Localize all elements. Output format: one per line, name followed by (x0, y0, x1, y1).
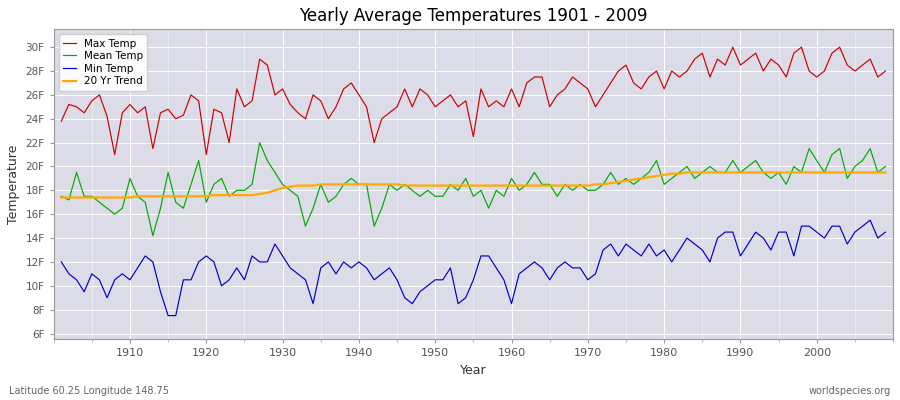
Line: 20 Yr Trend: 20 Yr Trend (61, 172, 886, 198)
Max Temp (880, 69, 891, 74)
Text: Latitude 60.25 Longitude 148.75: Latitude 60.25 Longitude 148.75 (9, 386, 169, 396)
Min Temp (117, 272, 128, 276)
Mean Temp (300, 224, 310, 228)
Mean Temp (521, 182, 532, 187)
Mean Temp (514, 188, 525, 193)
Max Temp (606, 80, 616, 85)
Title: Yearly Average Temperatures 1901 - 2009: Yearly Average Temperatures 1901 - 2009 (299, 7, 648, 25)
Min Temp (514, 272, 525, 276)
Mean Temp (148, 233, 158, 238)
Min Temp (506, 301, 517, 306)
Mean Temp (117, 206, 128, 211)
Max Temp (56, 119, 67, 124)
20 Yr Trend (284, 184, 295, 189)
20 Yr Trend (598, 182, 608, 187)
Max Temp (506, 86, 517, 91)
Mean Temp (880, 164, 891, 169)
Max Temp (727, 45, 738, 50)
Y-axis label: Temperature: Temperature (7, 145, 20, 224)
Mean Temp (56, 194, 67, 199)
20 Yr Trend (880, 170, 891, 175)
Min Temp (606, 242, 616, 246)
Line: Max Temp: Max Temp (61, 47, 886, 154)
Max Temp (292, 110, 303, 115)
Max Temp (109, 152, 120, 157)
Min Temp (56, 260, 67, 264)
Line: Min Temp: Min Temp (61, 220, 886, 316)
20 Yr Trend (506, 183, 517, 188)
Max Temp (124, 102, 135, 107)
Text: worldspecies.org: worldspecies.org (809, 386, 891, 396)
Min Temp (338, 260, 349, 264)
Min Temp (292, 272, 303, 276)
Legend: Max Temp, Mean Temp, Min Temp, 20 Yr Trend: Max Temp, Mean Temp, Min Temp, 20 Yr Tre… (58, 34, 148, 91)
20 Yr Trend (681, 170, 692, 175)
Min Temp (880, 230, 891, 234)
Min Temp (163, 313, 174, 318)
Mean Temp (255, 140, 266, 145)
X-axis label: Year: Year (460, 364, 487, 377)
Mean Temp (613, 182, 624, 187)
Min Temp (865, 218, 876, 222)
Max Temp (514, 104, 525, 109)
20 Yr Trend (56, 195, 67, 200)
Line: Mean Temp: Mean Temp (61, 143, 886, 236)
Max Temp (338, 86, 349, 91)
Mean Temp (346, 176, 356, 181)
20 Yr Trend (330, 182, 341, 187)
20 Yr Trend (499, 183, 509, 188)
20 Yr Trend (117, 195, 128, 200)
